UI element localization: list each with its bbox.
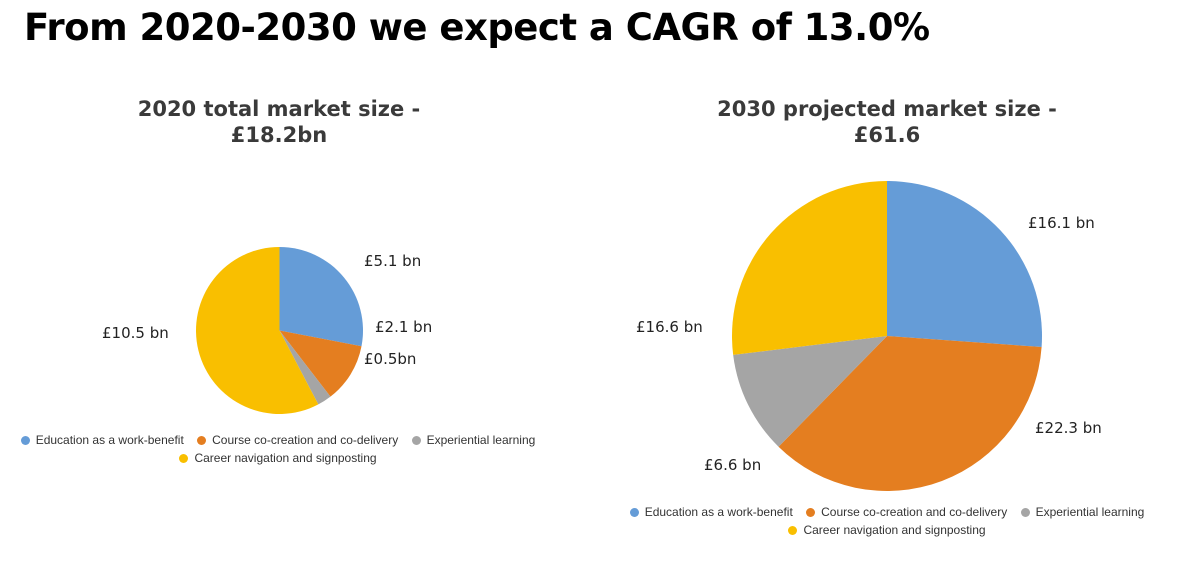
data-label-2020-career: £10.5 bn [102, 324, 169, 342]
legend-label: Education as a work-benefit [35, 433, 184, 447]
legend-dot-yellow [788, 526, 798, 535]
legend-label: Career navigation and signposting [803, 523, 986, 537]
chart-2020-title-line2: £18.2bn [230, 123, 328, 147]
legend-2020: Education as a work-benefit Course co-cr… [0, 431, 556, 467]
legend-dot-orange [806, 508, 816, 517]
pie-slice-2020-course [279, 330, 362, 397]
legend-item-course: Course co-creation and co-delivery [197, 431, 398, 449]
legend-item-education: Education as a work-benefit [20, 431, 184, 449]
legend-label: Education as a work-benefit [644, 505, 793, 519]
legend-dot-gray [411, 436, 421, 445]
legend-dot-yellow [179, 454, 189, 463]
pie-slice-2030-course [778, 336, 1042, 492]
data-label-2030-experiential: £6.6 bn [704, 456, 762, 474]
chart-2020-title: 2020 total market size - £18.2bn [79, 96, 479, 148]
legend-label: Course co-creation and co-delivery [212, 433, 399, 447]
legend-label: Experiential learning [1035, 505, 1145, 519]
page-title: From 2020-2030 we expect a CAGR of 13.0% [24, 6, 930, 49]
legend-2030: Education as a work-benefit Course co-cr… [600, 503, 1174, 539]
pie-slice-2030-experiential [733, 336, 887, 447]
data-label-2030-education: £16.1 bn [1028, 214, 1095, 232]
chart-2020-title-line1: 2020 total market size - [137, 97, 421, 121]
pie-2030 [731, 181, 1042, 492]
legend-item-career: Career navigation and signposting [179, 449, 377, 467]
data-label-2020-course: £2.1 bn [375, 318, 433, 336]
legend-label: Career navigation and signposting [194, 451, 377, 465]
chart-2030-title: 2030 projected market size - £61.6 [687, 96, 1087, 148]
legend-dot-blue [20, 436, 30, 445]
legend-label: Course co-creation and co-delivery [821, 505, 1008, 519]
pie-slice-2020-career [196, 247, 319, 414]
pie-slice-2020-education [279, 247, 364, 347]
legend-label: Experiential learning [426, 433, 536, 447]
data-label-2020-experiential: £0.5bn [364, 350, 417, 368]
data-label-2030-course: £22.3 bn [1035, 419, 1102, 437]
chart-2030-title-line1: 2030 projected market size - [717, 97, 1057, 121]
chart-2030-title-line2: £61.6 [853, 123, 921, 147]
legend-item-career: Career navigation and signposting [788, 521, 986, 539]
data-label-2030-career: £16.6 bn [636, 318, 703, 336]
pie-slice-2020-experiential [279, 330, 331, 405]
legend-dot-orange [197, 436, 207, 445]
legend-item-experiential: Experiential learning [1020, 503, 1145, 521]
legend-dot-gray [1020, 508, 1030, 517]
legend-item-experiential: Experiential learning [411, 431, 536, 449]
pie-slice-2030-career [731, 181, 887, 355]
legend-item-course: Course co-creation and co-delivery [806, 503, 1007, 521]
data-label-2020-education: £5.1 bn [364, 252, 422, 270]
legend-item-education: Education as a work-benefit [629, 503, 793, 521]
pie-2020 [196, 247, 364, 414]
pie-slice-2030-education [887, 181, 1042, 348]
legend-dot-blue [629, 508, 639, 517]
